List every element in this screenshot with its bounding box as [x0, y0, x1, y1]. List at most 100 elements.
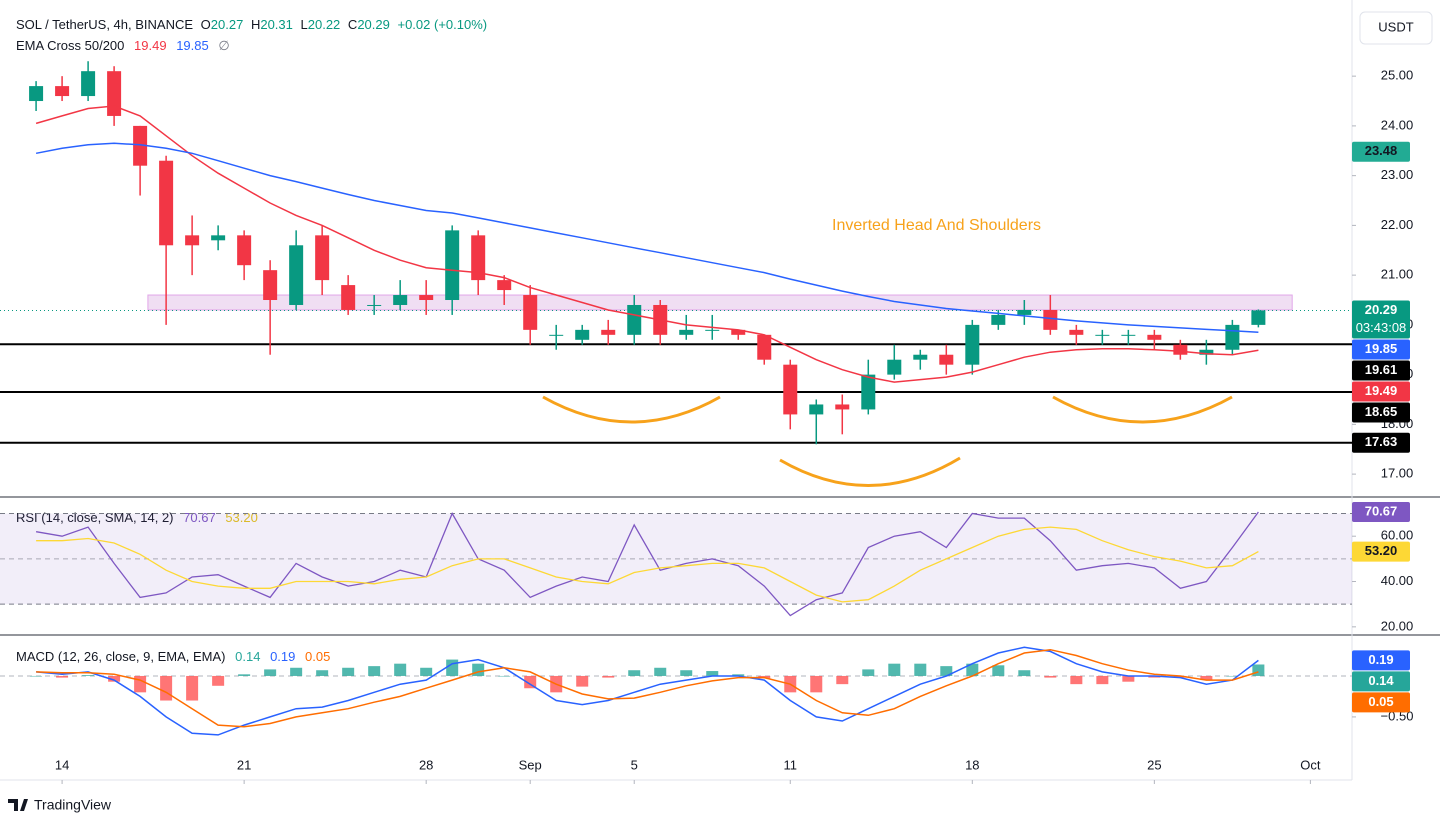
- price-label: 17.63: [1365, 434, 1398, 449]
- candle-body: [939, 354, 954, 365]
- y-tick-label: 25.00: [1381, 68, 1414, 83]
- ohlc-value: 20.27: [211, 17, 244, 32]
- price-label-box: [1352, 692, 1410, 713]
- ohlc-value: 20.22: [308, 17, 341, 32]
- histogram-bar: [1018, 670, 1031, 676]
- candle-body: [783, 364, 798, 415]
- price-label-box: [1352, 360, 1410, 381]
- candle-body: [1043, 309, 1058, 330]
- candle-body: [809, 404, 824, 415]
- candle-body: [887, 359, 902, 375]
- candle-body: [627, 304, 642, 335]
- histogram-bar: [706, 671, 719, 676]
- y-tick-label: 17.00: [1381, 466, 1414, 481]
- price-label: 0.14: [1368, 673, 1394, 688]
- x-tick-label: 11: [784, 757, 798, 772]
- pattern-arc: [1052, 395, 1233, 424]
- price-label: 70.67: [1365, 503, 1398, 518]
- candle-body: [1225, 324, 1240, 350]
- price-label: 20.29: [1365, 302, 1398, 317]
- x-tick-label: 25: [1147, 757, 1161, 772]
- price-label-box: [1352, 141, 1410, 162]
- histogram-bar: [1096, 675, 1109, 685]
- indicator-name: EMA Cross 50/200: [16, 38, 124, 53]
- ohlc-key: L: [301, 17, 308, 32]
- x-tick-label: 18: [965, 757, 979, 772]
- histogram-bar: [160, 675, 173, 701]
- histogram-bar: [1122, 675, 1135, 682]
- histogram-bar: [914, 663, 927, 676]
- histogram-bar: [732, 674, 745, 676]
- candle-body: [1017, 309, 1032, 315]
- candle-body: [861, 374, 876, 410]
- candle-body: [211, 235, 226, 241]
- macd-legend: MACD (12, 26, close, 9, EMA, EMA) 0.14 0…: [16, 649, 330, 664]
- candle-body: [237, 235, 252, 266]
- histogram-bar: [1252, 664, 1265, 676]
- rsi-value: 70.67: [183, 510, 216, 525]
- histogram-bar: [498, 675, 511, 677]
- price-label: 0.19: [1368, 652, 1393, 667]
- rsi-legend: RSI (14, close, SMA, 14, 2) 70.67 53.20: [16, 510, 258, 525]
- y-tick-label: 20.00: [1381, 618, 1414, 633]
- ohlc-key: H: [251, 17, 260, 32]
- histogram-bar: [576, 675, 589, 687]
- candle-body: [185, 235, 200, 246]
- candle-body: [133, 125, 148, 166]
- histogram-bar: [992, 665, 1005, 676]
- candle-body: [29, 86, 44, 102]
- symbol-legend: SOL / TetherUS, 4h, BINANCE O20.27 H20.3…: [16, 17, 487, 32]
- ohlc-key: C: [348, 17, 357, 32]
- price-label-box: [1352, 381, 1410, 402]
- signal-value: 0.05: [305, 649, 330, 664]
- candle-body: [965, 324, 980, 365]
- indicator-line: [36, 648, 1259, 728]
- indicator-name: RSI (14, close, SMA, 14, 2): [16, 510, 174, 525]
- y-tick-label: 40.00: [1381, 573, 1414, 588]
- candle-body: [1251, 310, 1266, 325]
- candle-body: [315, 235, 330, 281]
- price-label-box: [1352, 671, 1410, 692]
- candle-body: [549, 334, 564, 336]
- ema-value: 19.85: [176, 38, 209, 53]
- currency-button[interactable]: USDT: [1359, 11, 1433, 45]
- candle-body: [263, 270, 278, 301]
- button-label[interactable]: USDT: [1378, 19, 1413, 34]
- rsi-sma-value: 53.20: [225, 510, 258, 525]
- macd-value: 0.19: [270, 649, 295, 664]
- price-label: 23.48: [1365, 143, 1398, 158]
- indicator-name: MACD (12, 26, close, 9, EMA, EMA): [16, 649, 226, 664]
- histogram-bar: [446, 659, 459, 676]
- indicator-line: [35, 105, 1259, 383]
- pattern-arc: [779, 456, 961, 487]
- histogram-bar: [394, 663, 407, 676]
- countdown: 03:43:08: [1356, 320, 1407, 335]
- candle-body: [367, 304, 382, 306]
- histogram-bar: [1148, 675, 1161, 678]
- candle-body: [81, 71, 96, 97]
- price-label-box: [1352, 339, 1410, 360]
- candle-body: [1121, 334, 1136, 336]
- price-label: 19.85: [1365, 341, 1398, 356]
- annotation: Inverted Head And Shoulders: [832, 217, 1041, 234]
- histogram-bar: [654, 667, 667, 676]
- indicator-line: [36, 526, 1259, 603]
- histogram-bar: [238, 674, 251, 676]
- price-label: 19.49: [1365, 383, 1398, 398]
- brand: TradingView: [8, 797, 112, 813]
- histogram-bar: [342, 667, 355, 676]
- price-label: 53.20: [1365, 543, 1398, 558]
- brand-logo: [8, 799, 28, 811]
- histogram-bar: [56, 675, 69, 678]
- ema-value: 19.49: [134, 38, 167, 53]
- candle-body: [1069, 329, 1084, 335]
- pattern-arc: [542, 395, 721, 424]
- candle-body: [159, 160, 174, 246]
- brand-name: TradingView: [34, 797, 112, 813]
- y-tick-label: 60.00: [1381, 528, 1414, 543]
- histogram-bar: [82, 675, 95, 676]
- button-frame[interactable]: [1359, 11, 1433, 45]
